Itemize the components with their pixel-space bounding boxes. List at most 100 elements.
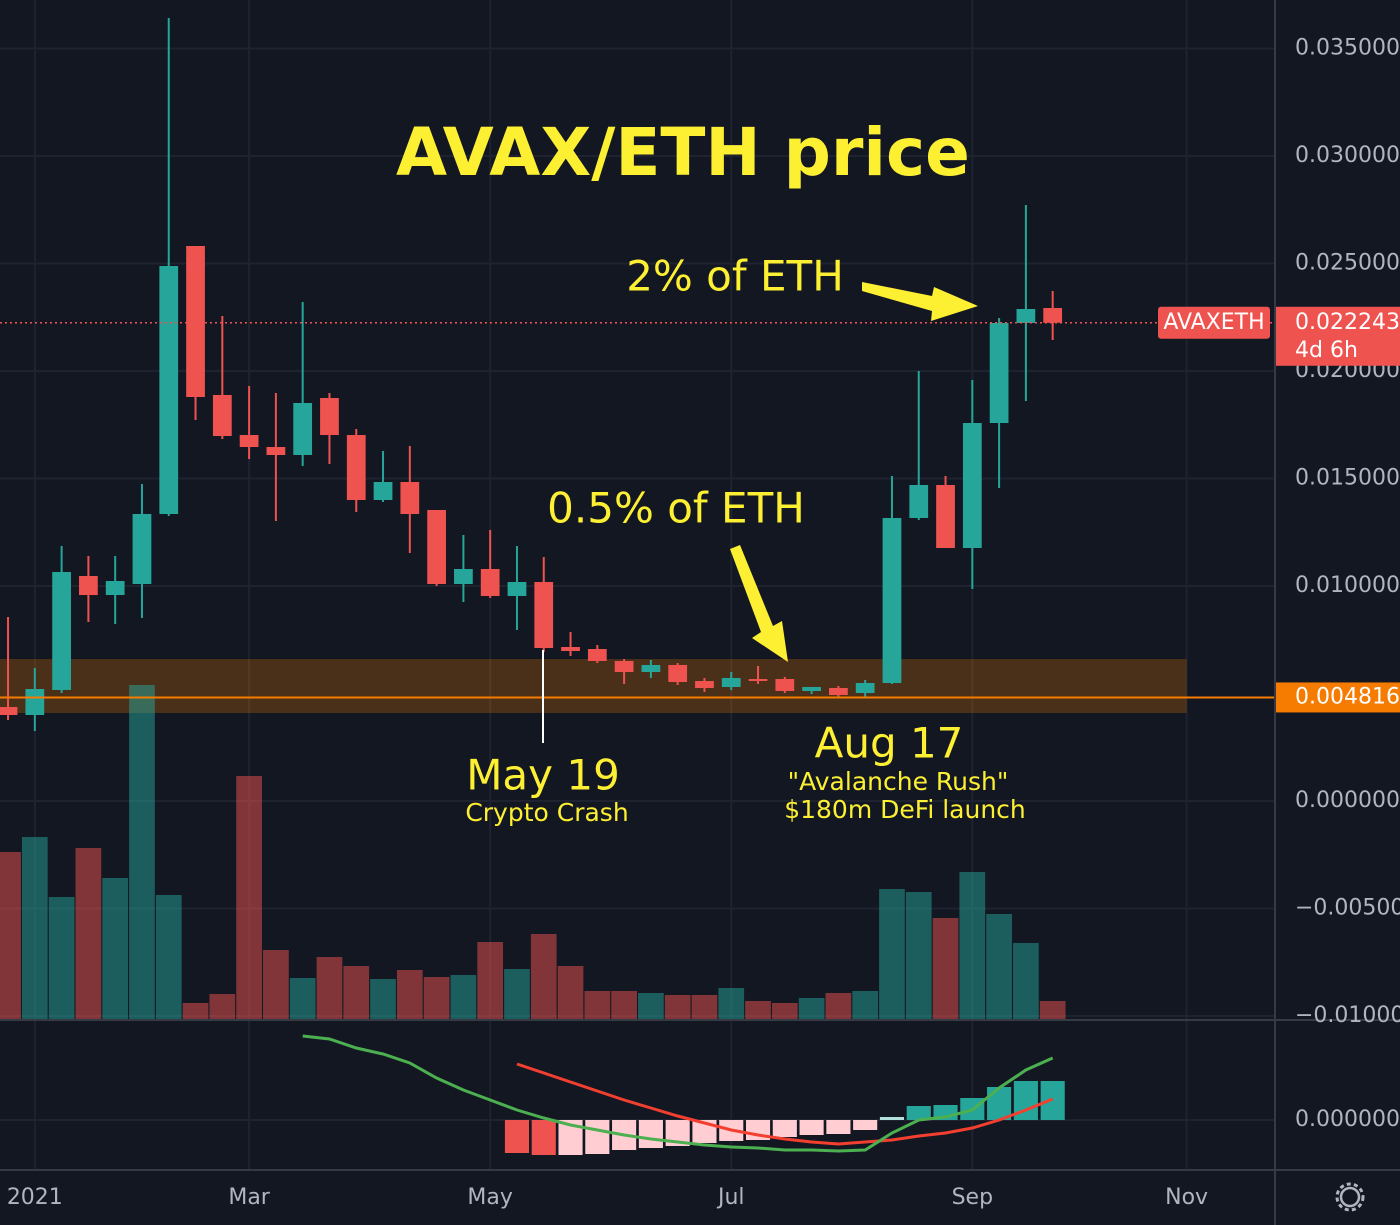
volume-bar xyxy=(1039,1001,1066,1020)
volume-bar xyxy=(343,966,370,1020)
candle-body xyxy=(721,678,741,688)
volume-bar xyxy=(102,878,129,1020)
volume-layer xyxy=(0,685,1066,1020)
candle-body xyxy=(293,402,313,456)
x-tick-label: Mar xyxy=(228,1185,270,1210)
volume-bar xyxy=(986,914,1012,1020)
candle-body xyxy=(0,707,18,716)
candle-body xyxy=(186,246,205,397)
histogram-bar xyxy=(772,1120,797,1137)
volume-bar xyxy=(584,991,611,1020)
candle-body xyxy=(400,482,420,514)
volume-bar xyxy=(611,991,637,1020)
countdown-label: 4d 6h xyxy=(1295,338,1358,363)
x-tick-label: Sep xyxy=(952,1185,993,1210)
histogram-bar xyxy=(879,1117,905,1120)
histogram-bar xyxy=(504,1120,530,1153)
volume-bar xyxy=(691,995,718,1020)
volume-bar xyxy=(905,892,932,1020)
candle-body xyxy=(641,664,661,673)
candle-body xyxy=(561,646,580,651)
volume-bar xyxy=(396,970,423,1020)
signal-line xyxy=(516,1062,1054,1146)
candle-body xyxy=(212,394,232,436)
last-price-label: 0.022243 xyxy=(1295,310,1400,335)
support-label: 0.004816 xyxy=(1295,684,1400,709)
volume-bar xyxy=(316,957,343,1020)
volume-bar xyxy=(21,837,48,1020)
candle-body xyxy=(52,572,71,690)
volume-bar xyxy=(209,994,236,1020)
support-zone xyxy=(0,658,1187,714)
candle-body xyxy=(105,580,125,596)
candle-body xyxy=(882,517,902,684)
x-tick-label: Jul xyxy=(716,1185,745,1210)
volume-bar xyxy=(638,993,664,1020)
histogram-bar xyxy=(638,1120,663,1148)
volume-bar xyxy=(664,995,691,1020)
histogram-bar xyxy=(531,1120,556,1155)
volume-bar xyxy=(0,852,21,1020)
volume-bar xyxy=(450,975,477,1020)
y-tick-label: 0.015000 xyxy=(1295,466,1400,491)
grid xyxy=(0,0,1275,1170)
volume-bar xyxy=(182,1003,209,1020)
volume-bar xyxy=(289,978,316,1020)
candle-body xyxy=(373,482,393,501)
volume-bar xyxy=(129,685,155,1020)
volume-bar xyxy=(423,977,450,1020)
y-tick-label: −0.005000 xyxy=(1295,896,1400,921)
y-tick-label: −0.010000 xyxy=(1295,1003,1400,1028)
histogram-bar xyxy=(799,1120,824,1135)
volume-bar xyxy=(48,897,75,1020)
volume-bar xyxy=(718,988,745,1020)
candle-body xyxy=(507,582,527,596)
y-tick-label: 0.030000 xyxy=(1295,143,1400,168)
x-tick-label: May xyxy=(467,1185,512,1210)
candle-layer xyxy=(0,17,1275,731)
candle-body xyxy=(1016,308,1036,323)
histogram-bar xyxy=(853,1120,878,1130)
candle-body xyxy=(775,679,795,692)
candle-body xyxy=(989,322,1009,424)
histogram-bar xyxy=(585,1120,610,1154)
price-badge xyxy=(1276,682,1400,713)
annotation: 2% of ETH xyxy=(626,252,844,301)
annotation: Crypto Crash xyxy=(465,798,628,827)
candle-body xyxy=(802,687,821,692)
candle-body xyxy=(480,568,500,596)
candle-body xyxy=(239,435,259,448)
volume-bar xyxy=(530,934,557,1020)
candle-body xyxy=(320,398,339,436)
y-tick-label: 0.000000 xyxy=(1295,1107,1400,1132)
volume-bar xyxy=(932,918,959,1020)
y-tick-label: 0.035000 xyxy=(1295,36,1400,61)
symbol-badge xyxy=(1158,306,1270,339)
volume-bar xyxy=(263,950,289,1020)
annotation: "Avalanche Rush" xyxy=(788,767,1009,796)
volume-bar xyxy=(557,966,584,1020)
candle-body xyxy=(1043,308,1063,323)
arrow xyxy=(862,282,978,321)
histogram-bar xyxy=(826,1120,851,1134)
candle-body xyxy=(668,664,688,682)
volume-bar xyxy=(879,889,905,1020)
histogram-bar xyxy=(987,1087,1012,1120)
settings-icon[interactable] xyxy=(1335,1182,1365,1212)
y-tick-label: 0.010000 xyxy=(1295,573,1400,598)
annotation: 0.5% of ETH xyxy=(547,484,805,533)
arrow xyxy=(730,545,788,662)
candle-body xyxy=(79,576,98,596)
volume-bar xyxy=(504,969,530,1020)
histogram-bar xyxy=(906,1106,931,1120)
candle-body xyxy=(829,687,848,696)
annotations: AVAX/ETH price 2% of ETH 0.5% of ETH May… xyxy=(396,114,1026,827)
volume-bar xyxy=(370,979,396,1020)
annotation: $180m DeFi launch xyxy=(784,795,1026,824)
candle-body xyxy=(748,679,768,682)
annotation: Aug 17 xyxy=(815,719,964,768)
candle-body xyxy=(427,510,446,585)
volume-bar xyxy=(155,895,182,1020)
candle-body xyxy=(454,568,473,585)
